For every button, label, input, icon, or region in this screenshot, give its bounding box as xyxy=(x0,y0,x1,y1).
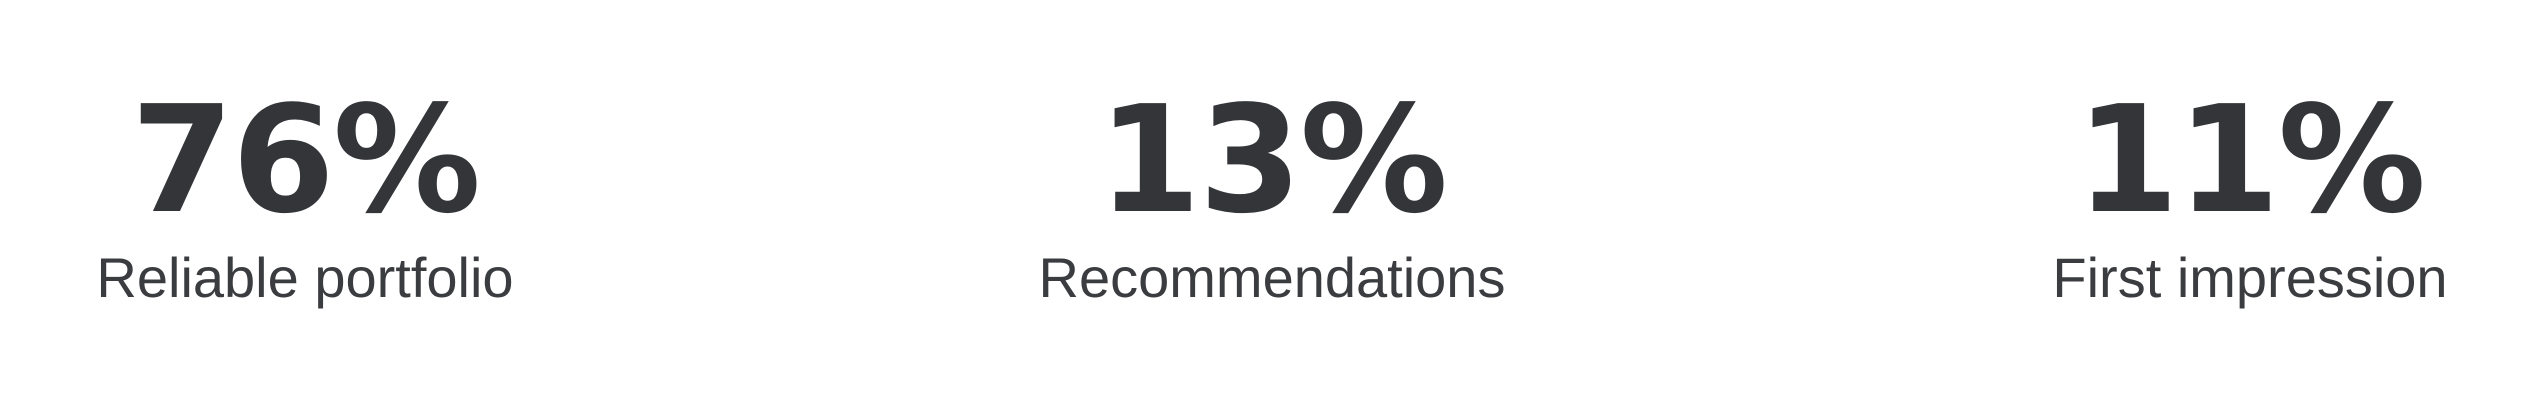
stat-reliable-portfolio: 76% Reliable portfolio xyxy=(0,86,610,310)
stat-first-impression: 11% First impression xyxy=(1900,86,2546,310)
stat-value: 76% xyxy=(130,74,481,246)
stat-label: Recommendations xyxy=(1038,246,1506,309)
stat-value: 13% xyxy=(1097,74,1448,246)
stat-label: First impression xyxy=(2052,246,2448,309)
stat-value: 11% xyxy=(2075,74,2426,246)
stat-label: Reliable portfolio xyxy=(96,246,514,309)
stat-recommendations: 13% Recommendations xyxy=(922,86,1622,310)
